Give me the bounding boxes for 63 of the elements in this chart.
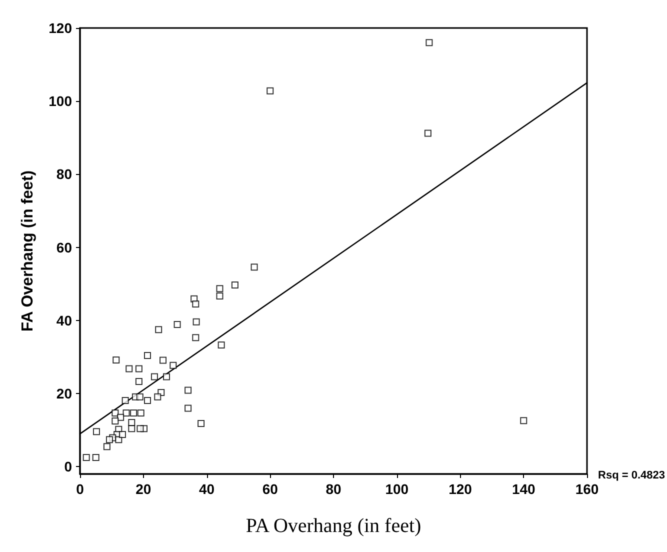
point [126, 365, 133, 372]
point [137, 409, 144, 416]
x-tick-label: 60 [262, 481, 278, 497]
y-tick-label: 0 [64, 458, 72, 475]
y-tick-label: 80 [56, 166, 72, 182]
point [426, 39, 433, 46]
point [103, 443, 110, 450]
point [174, 320, 181, 328]
point [424, 130, 432, 137]
point [150, 373, 158, 380]
point [117, 414, 124, 421]
point [106, 436, 113, 444]
point [92, 454, 100, 462]
point [170, 362, 177, 369]
x-tick-label: 80 [326, 481, 342, 497]
point [192, 334, 200, 342]
x-tick-label: 100 [385, 481, 409, 497]
point [216, 285, 224, 292]
point [155, 326, 162, 334]
point [136, 393, 144, 400]
point [112, 417, 119, 424]
point [118, 431, 126, 438]
point [192, 300, 200, 308]
x-tick-label: 40 [198, 481, 215, 497]
point [184, 404, 192, 412]
point [163, 373, 170, 380]
point [135, 365, 142, 372]
y-tick-label: 40 [56, 312, 72, 328]
text: Rsq = 0.4823 [598, 470, 666, 482]
point [198, 420, 205, 428]
x-axis-title: PA Overhang (in feet) [246, 515, 422, 537]
y-tick-label: 20 [56, 386, 72, 402]
point [136, 425, 144, 432]
y-axis-title: FA Overhang (in feet) [20, 170, 36, 332]
point [92, 428, 100, 436]
point [154, 393, 162, 400]
x-tick-label: 20 [136, 481, 152, 497]
point [250, 264, 258, 271]
point [135, 378, 142, 386]
x-tick-label: 0 [76, 481, 84, 497]
point [82, 454, 90, 462]
point [266, 87, 274, 94]
point [231, 282, 238, 288]
point [144, 352, 151, 360]
point [160, 356, 167, 364]
x-tick-label: 160 [575, 481, 599, 497]
point [122, 397, 129, 404]
y-tick-label: 60 [56, 239, 72, 256]
point [122, 409, 130, 416]
y-tick-label: 100 [48, 93, 72, 110]
point [130, 409, 138, 416]
point [128, 418, 136, 426]
x-tick-label: 140 [512, 481, 536, 497]
point [112, 356, 120, 364]
point [184, 386, 192, 394]
y-tick-label: 120 [48, 20, 72, 36]
point [218, 341, 225, 348]
point [520, 417, 528, 424]
point [192, 318, 200, 326]
point [112, 409, 119, 416]
point [144, 397, 151, 404]
point [216, 292, 224, 300]
x-tick-label: 120 [448, 481, 472, 497]
